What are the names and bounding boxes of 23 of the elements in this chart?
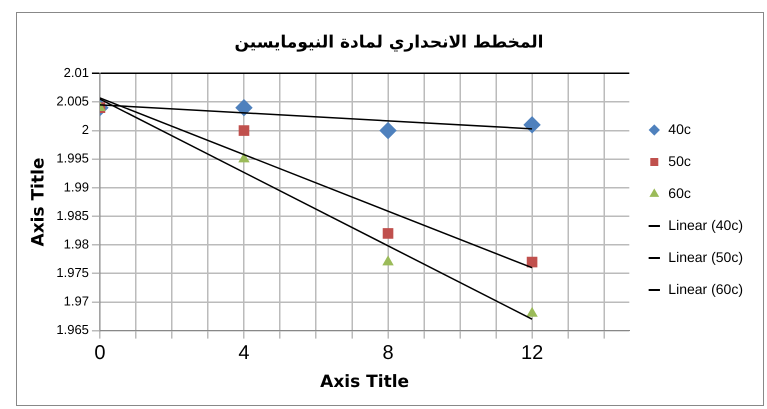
legend-label: 50c [668,152,691,169]
x-tick-label: 0 [94,342,106,364]
legend-label: 40c [668,120,691,137]
x-tick-label: 4 [238,342,250,364]
y-tick-label: 2.01 [64,64,89,80]
y-tick-label: 1.985 [56,208,89,223]
y-tick-label: 2.005 [56,94,89,109]
legend-label: Linear (60c) [668,280,743,297]
x-axis-title: Axis Title [320,372,410,392]
legend-label: Linear (50c) [668,248,743,265]
legend-label: Linear (40c) [668,216,743,233]
y-tick-label: 1.995 [56,150,89,166]
x-tick-label: 8 [382,342,394,364]
y-tick-label: 1.965 [56,322,89,338]
y-tick-label: 1.975 [56,265,89,280]
y-tick-label: 1.99 [64,179,89,194]
y-tick-label: 1.98 [64,236,89,252]
y-tick-label: 2 [82,122,89,138]
y-axis-title: Axis Title [28,158,49,246]
y-tick-label: 1.97 [64,294,89,309]
chart-title: المخطط الانحداري لمادة النيومايسين [234,32,544,53]
legend-label: 60c [668,184,691,201]
x-tick-label: 12 [520,342,544,364]
